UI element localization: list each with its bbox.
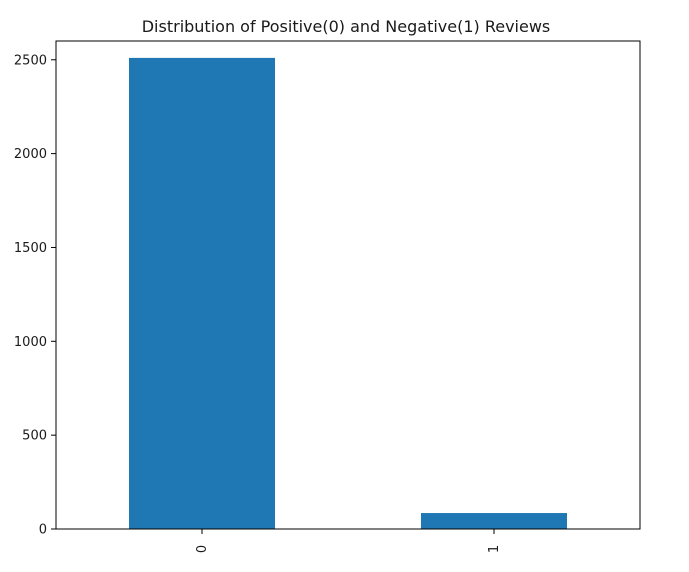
y-tick-label: 1500 xyxy=(14,241,47,256)
bar-0 xyxy=(129,57,275,530)
y-tick-label: 0 xyxy=(39,523,47,538)
y-axis: 0 500 1000 1500 2000 2500 xyxy=(14,53,56,538)
y-tick-label: 2000 xyxy=(14,147,47,162)
plot-frame xyxy=(55,40,641,530)
bars-layer xyxy=(129,57,567,530)
y-tick-label: 2500 xyxy=(14,53,47,68)
bar-1 xyxy=(421,513,567,529)
x-tick-label: 0 xyxy=(195,545,210,553)
x-tick-label: 1 xyxy=(487,545,502,553)
chart-title: Distribution of Positive(0) and Negative… xyxy=(142,17,551,36)
y-tick-label: 500 xyxy=(22,429,47,444)
y-tick-label: 1000 xyxy=(14,335,47,350)
